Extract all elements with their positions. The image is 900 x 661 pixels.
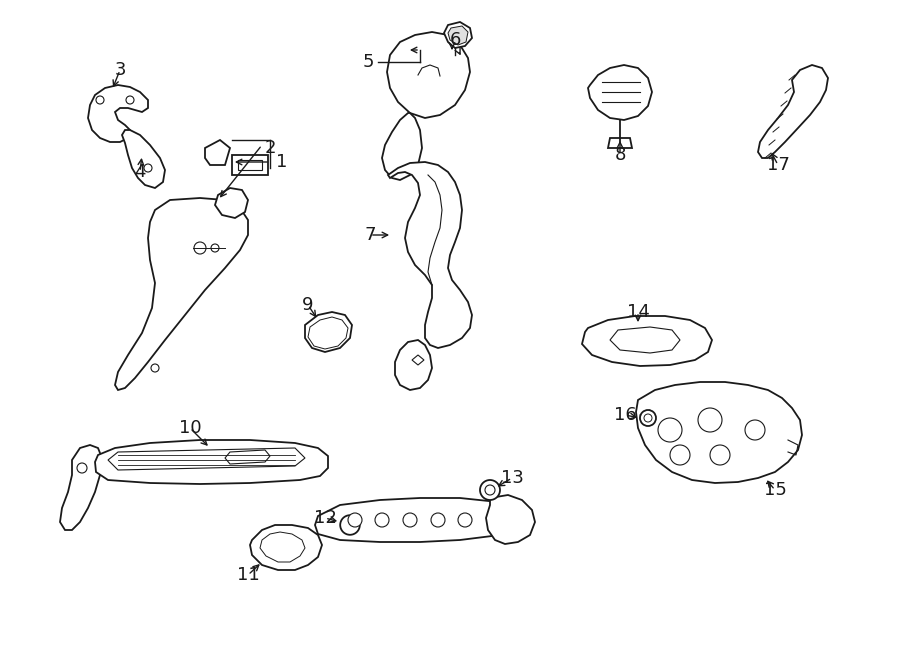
Text: 11: 11 xyxy=(237,566,259,584)
Polygon shape xyxy=(238,160,262,170)
Polygon shape xyxy=(115,198,248,390)
Text: 7: 7 xyxy=(364,226,376,244)
Circle shape xyxy=(126,96,134,104)
Text: 2: 2 xyxy=(265,139,275,157)
Circle shape xyxy=(348,513,362,527)
Polygon shape xyxy=(315,498,515,542)
Circle shape xyxy=(745,420,765,440)
Text: 8: 8 xyxy=(615,146,626,164)
Circle shape xyxy=(375,513,389,527)
Circle shape xyxy=(403,513,417,527)
Text: 14: 14 xyxy=(626,303,650,321)
Polygon shape xyxy=(338,511,362,539)
Polygon shape xyxy=(232,155,268,175)
Polygon shape xyxy=(444,22,472,48)
Circle shape xyxy=(458,513,472,527)
Polygon shape xyxy=(486,495,535,544)
Circle shape xyxy=(77,463,87,473)
Text: 12: 12 xyxy=(313,509,337,527)
Circle shape xyxy=(670,445,690,465)
Text: 9: 9 xyxy=(302,296,314,314)
Circle shape xyxy=(340,515,360,535)
Text: 13: 13 xyxy=(500,469,524,487)
Polygon shape xyxy=(250,525,322,570)
Polygon shape xyxy=(382,113,422,180)
Text: 17: 17 xyxy=(767,156,789,174)
Polygon shape xyxy=(308,317,348,349)
Polygon shape xyxy=(448,26,468,45)
Text: 1: 1 xyxy=(276,153,288,171)
Text: 16: 16 xyxy=(614,406,636,424)
Polygon shape xyxy=(588,65,652,120)
Circle shape xyxy=(658,418,682,442)
Circle shape xyxy=(211,244,219,252)
Circle shape xyxy=(480,480,500,500)
Polygon shape xyxy=(387,32,470,118)
Polygon shape xyxy=(60,445,102,530)
Circle shape xyxy=(698,408,722,432)
Circle shape xyxy=(194,242,206,254)
Polygon shape xyxy=(260,532,305,562)
Polygon shape xyxy=(608,138,632,148)
Polygon shape xyxy=(636,382,802,483)
Polygon shape xyxy=(88,85,148,142)
Text: 6: 6 xyxy=(449,31,461,49)
Circle shape xyxy=(640,410,656,426)
Polygon shape xyxy=(582,316,712,366)
Text: 10: 10 xyxy=(179,419,202,437)
Polygon shape xyxy=(305,312,352,352)
Polygon shape xyxy=(388,162,472,348)
Polygon shape xyxy=(205,140,230,165)
Text: 15: 15 xyxy=(763,481,787,499)
Circle shape xyxy=(710,445,730,465)
Circle shape xyxy=(644,414,652,422)
Polygon shape xyxy=(758,65,828,158)
Polygon shape xyxy=(95,440,328,484)
Text: 5: 5 xyxy=(362,53,374,71)
Text: 4: 4 xyxy=(134,163,146,181)
Polygon shape xyxy=(610,327,680,353)
Polygon shape xyxy=(108,448,305,470)
Circle shape xyxy=(431,513,445,527)
Polygon shape xyxy=(215,188,248,218)
Text: 3: 3 xyxy=(114,61,126,79)
Circle shape xyxy=(485,485,495,495)
Polygon shape xyxy=(122,130,165,188)
Circle shape xyxy=(151,364,159,372)
Polygon shape xyxy=(412,355,424,365)
Polygon shape xyxy=(395,340,432,390)
Circle shape xyxy=(144,164,152,172)
Circle shape xyxy=(96,96,104,104)
Polygon shape xyxy=(225,450,270,464)
